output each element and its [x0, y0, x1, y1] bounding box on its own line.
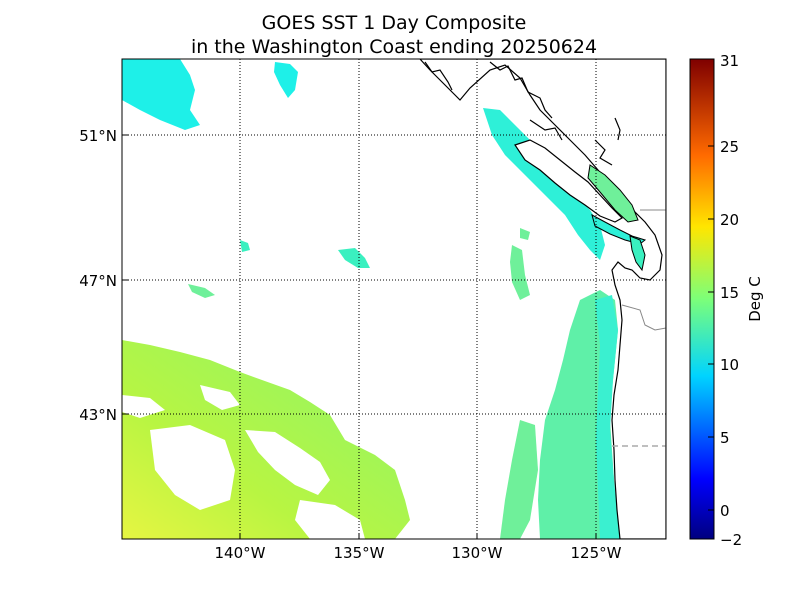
colorbar-tick-20: 20 [720, 211, 739, 229]
cloud-gap [200, 385, 240, 410]
colorbar-tick-0: 0 [720, 502, 730, 520]
sst-north-patch [338, 248, 370, 268]
lat-label-51: 51°N [79, 127, 117, 145]
map-frame [121, 58, 667, 540]
map-title-line-2: in the Washington Coast ending 20250624 [190, 36, 598, 58]
lon-label-130: 130°W [452, 544, 503, 562]
cloud-gap [245, 430, 330, 495]
cloud-gap [295, 500, 365, 539]
state-border [621, 209, 666, 331]
colorbar [689, 58, 715, 540]
sst-nearshore-edge [595, 295, 620, 539]
colorbar-ticks [708, 145, 714, 511]
sst-north-patch [240, 240, 250, 252]
land-mass [419, 59, 666, 539]
map-title-line-1: GOES SST 1 Day Composite [261, 12, 527, 34]
colorbar-tick-minus-2: −2 [720, 531, 742, 549]
sst-patch [510, 245, 530, 300]
colorbar-tick-25: 25 [720, 138, 739, 156]
puget-sound [629, 235, 646, 272]
strait-of-georgia [587, 164, 639, 223]
sst-north-patch [274, 62, 298, 98]
colorbar-tick-10: 10 [720, 356, 739, 374]
axis-ticks [122, 134, 597, 539]
northern-coastline [424, 61, 621, 166]
colorbar-tick-15: 15 [720, 284, 739, 302]
cloud-gap [150, 425, 235, 510]
sst-north-patch [122, 59, 200, 130]
sst-patch [520, 228, 530, 240]
colorbar-label: Deg C [746, 276, 764, 322]
cloud-gap [122, 395, 165, 418]
sst-north-patch [188, 284, 215, 298]
lon-label-125: 125°W [571, 544, 622, 562]
lat-label-47: 47°N [79, 272, 117, 290]
sst-patch [500, 420, 538, 539]
graticule [122, 59, 666, 539]
lon-label-135: 135°W [334, 544, 385, 562]
lon-label-140: 140°W [215, 544, 266, 562]
lat-label-43: 43°N [79, 406, 117, 424]
colorbar-tick-31: 31 [720, 52, 739, 70]
sst-north-coastal [483, 108, 605, 260]
vancouver-island [514, 139, 623, 223]
colorbar-tick-5: 5 [720, 429, 730, 447]
